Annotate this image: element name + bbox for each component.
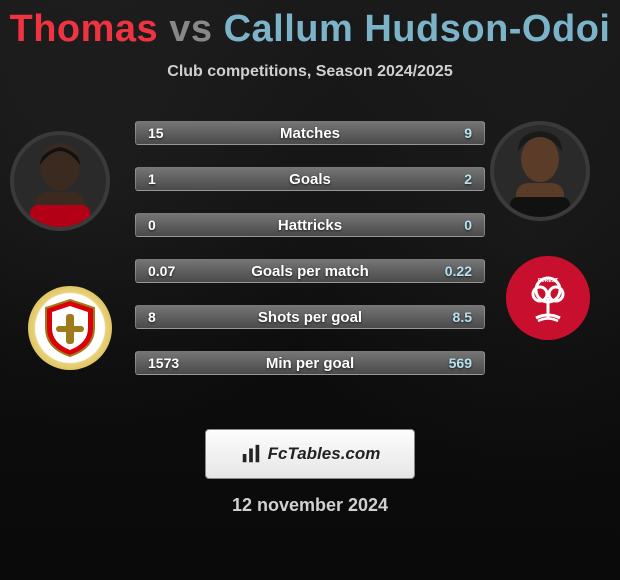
- stat-left-value: 1573: [148, 355, 179, 371]
- stat-right-value: 2: [464, 171, 472, 187]
- comparison-panel: FOREST 15 Matches 9 1 Goals 2 0 Hattrick…: [0, 121, 620, 411]
- player1-avatar: [10, 131, 110, 231]
- stat-label: Shots per goal: [136, 309, 484, 326]
- title-player1: Thomas: [10, 8, 159, 50]
- stat-label: Goals per match: [136, 263, 484, 280]
- stat-right-value: 569: [449, 355, 472, 371]
- bars-icon: [240, 443, 262, 465]
- source-badge: FcTables.com: [205, 429, 415, 479]
- stat-right-value: 8.5: [453, 309, 472, 325]
- comparison-title: Thomas vs Callum Hudson-Odoi: [0, 0, 620, 51]
- footer-date: 12 november 2024: [0, 495, 620, 516]
- stat-row: 15 Matches 9: [135, 121, 485, 145]
- stat-bars: 15 Matches 9 1 Goals 2 0 Hattricks 0 0.0…: [135, 121, 485, 375]
- stat-left-value: 0: [148, 217, 156, 233]
- stat-label: Matches: [136, 125, 484, 142]
- stat-row: 0 Hattricks 0: [135, 213, 485, 237]
- stat-left-value: 0.07: [148, 263, 175, 279]
- stat-row: 1573 Min per goal 569: [135, 351, 485, 375]
- stat-left-value: 8: [148, 309, 156, 325]
- stat-row: 0.07 Goals per match 0.22: [135, 259, 485, 283]
- stat-right-value: 9: [464, 125, 472, 141]
- stat-label: Hattricks: [136, 217, 484, 234]
- stat-left-value: 15: [148, 125, 164, 141]
- player1-club-badge: [28, 286, 112, 370]
- title-vs: vs: [169, 8, 212, 50]
- stat-row: 8 Shots per goal 8.5: [135, 305, 485, 329]
- player2-avatar: [490, 121, 590, 221]
- stat-row: 1 Goals 2: [135, 167, 485, 191]
- svg-text:FOREST: FOREST: [538, 278, 558, 284]
- stat-right-value: 0: [464, 217, 472, 233]
- source-brand: FcTables.com: [268, 444, 381, 464]
- subtitle: Club competitions, Season 2024/2025: [0, 63, 620, 81]
- stat-right-value: 0.22: [445, 263, 472, 279]
- stat-left-value: 1: [148, 171, 156, 187]
- stat-label: Min per goal: [136, 355, 484, 372]
- stat-label: Goals: [136, 171, 484, 188]
- player2-club-badge: FOREST: [506, 256, 590, 340]
- title-player2: Callum Hudson-Odoi: [224, 8, 611, 50]
